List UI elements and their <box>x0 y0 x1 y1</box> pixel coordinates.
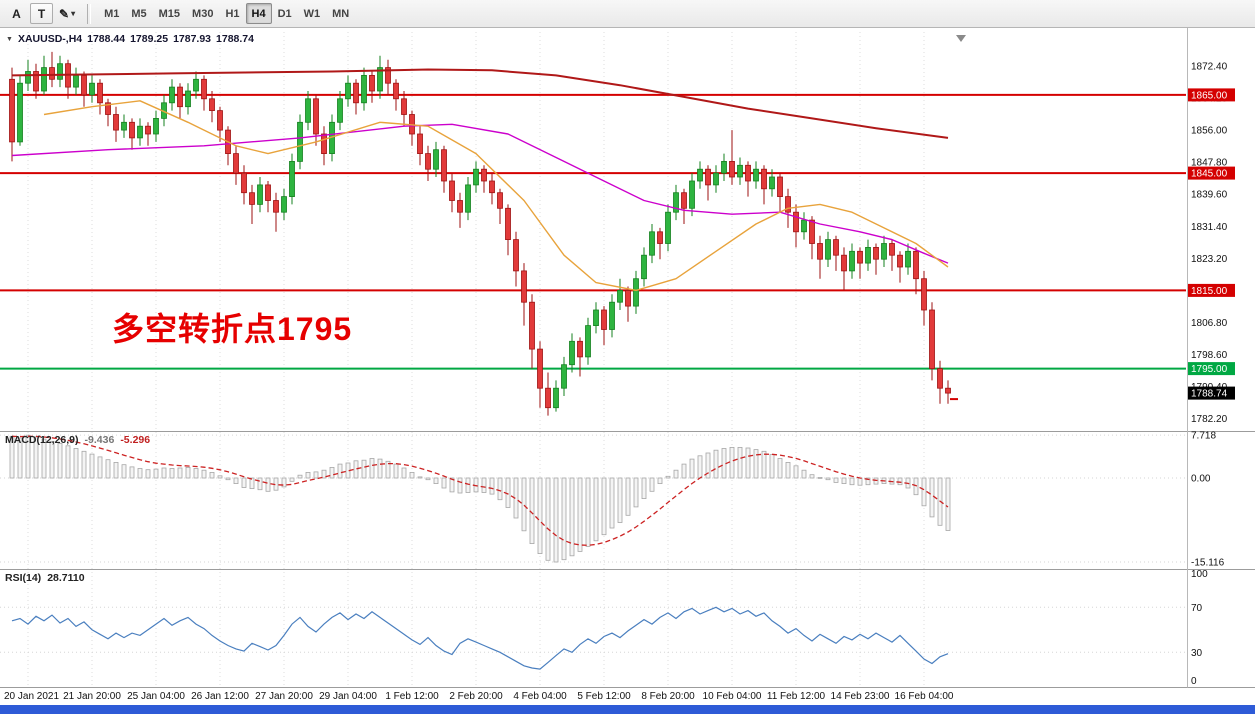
time-axis-label: 8 Feb 20:00 <box>641 691 695 702</box>
fast-ma-line <box>43 100 949 292</box>
chart-area[interactable]: 1872.401864.201856.001847.801839.601831.… <box>0 28 1255 705</box>
price-tick-label: 1823.20 <box>1191 254 1228 265</box>
price-axis: 1872.401864.201856.001847.801839.601831.… <box>1188 62 1235 687</box>
chart-ohlc-header: ▼ XAUUSD-,H4 1788.44 1789.25 1787.93 178… <box>6 33 254 45</box>
time-axis-label: 20 Jan 2021 <box>4 691 59 702</box>
chart-annotation: 多空转折点1795 <box>112 311 353 347</box>
rsi-pane-label: RSI(14) 28.7110 <box>5 572 85 584</box>
timeframe-button-m5[interactable]: M5 <box>125 3 152 24</box>
time-axis-label: 25 Jan 04:00 <box>127 691 185 702</box>
draw-tool-button[interactable]: ✎ ▾ <box>55 3 79 24</box>
rsi-value: 28.7110 <box>47 572 85 584</box>
timeframe-button-h4[interactable]: H4 <box>245 3 272 24</box>
time-axis-label: 14 Feb 23:00 <box>831 691 890 702</box>
price-level-badge <box>1188 166 1235 180</box>
price-level-badge-text: 1845.00 <box>1191 169 1228 180</box>
toolbar-separator <box>87 3 92 24</box>
ohlc-open: 1788.44 <box>87 33 126 45</box>
rsi-axis-label: 100 <box>1191 569 1208 580</box>
chart-shift-marker[interactable] <box>956 35 966 42</box>
time-axis-label: 10 Feb 04:00 <box>703 691 762 702</box>
symbol-dropdown-icon[interactable]: ▼ <box>6 35 13 43</box>
candlestick-series <box>9 51 951 416</box>
grid-lines <box>0 32 1186 687</box>
rsi-line <box>11 606 949 670</box>
medium-ma-line <box>11 123 949 264</box>
time-axis-label: 5 Feb 12:00 <box>577 691 631 702</box>
pointer-tool-button[interactable]: A <box>5 3 28 24</box>
timeframe-group: M1 M5 M15 M30 H1 H4 D1 W1 MN <box>98 3 355 24</box>
current-price-badge <box>1188 386 1235 400</box>
timeframe-button-m1[interactable]: M1 <box>98 3 125 24</box>
price-level-badge <box>1188 88 1235 102</box>
slow-ma-line <box>11 68 949 139</box>
price-level-badge-text: 1815.00 <box>1191 286 1228 297</box>
moving-average-lines <box>11 68 949 292</box>
text-tool-button[interactable]: T <box>30 3 53 24</box>
price-tick-label: 1831.40 <box>1191 222 1228 233</box>
time-axis-label: 2 Feb 20:00 <box>449 691 503 702</box>
macd-main-value: -9.436 <box>84 434 115 446</box>
rsi-axis-label: 30 <box>1191 648 1203 659</box>
price-tick-label: 1798.60 <box>1191 350 1228 361</box>
time-axis: 20 Jan 2021 21 Jan 20:00 25 Jan 04:00 26 Ja… <box>4 691 954 702</box>
macd-axis-label: -15.116 <box>1191 558 1225 569</box>
rsi-axis-label: 0 <box>1191 676 1197 687</box>
price-tick-label: 1872.40 <box>1191 62 1228 73</box>
macd-indicator <box>9 434 951 563</box>
time-axis-label: 26 Jan 12:00 <box>191 691 249 702</box>
time-axis-label: 27 Jan 20:00 <box>255 691 313 702</box>
time-axis-label: 11 Feb 12:00 <box>767 691 826 702</box>
time-axis-label: 29 Jan 04:00 <box>319 691 377 702</box>
macd-axis-label: 7.718 <box>1191 431 1216 442</box>
symbol-title: XAUUSD-,H4 <box>17 33 83 45</box>
price-level-badge-text: 1865.00 <box>1191 90 1228 101</box>
ohlc-high: 1789.25 <box>130 33 169 45</box>
taskbar-strip[interactable] <box>0 705 1255 714</box>
rsi-axis-label: 70 <box>1191 603 1203 614</box>
chevron-down-icon: ▾ <box>71 9 76 18</box>
timeframe-button-mn[interactable]: MN <box>326 3 355 24</box>
toolbar: A T ✎ ▾ M1 M5 M15 M30 H1 H4 D1 W1 MN <box>0 0 1255 28</box>
price-tick-label: 1847.80 <box>1191 158 1228 169</box>
rsi-name: RSI(14) <box>5 572 42 584</box>
current-price-badge-text: 1788.74 <box>1191 389 1228 400</box>
horizontal-level-lines <box>0 93 1186 370</box>
timeframe-button-m30[interactable]: M30 <box>186 3 219 24</box>
price-tick-label: 1806.80 <box>1191 318 1228 329</box>
time-axis-label: 16 Feb 04:00 <box>895 691 954 702</box>
price-level-badge-text: 1795.00 <box>1191 364 1228 375</box>
price-tick-label: 1856.00 <box>1191 126 1228 137</box>
ohlc-close: 1788.74 <box>216 33 254 45</box>
price-level-badge <box>1188 362 1235 376</box>
price-tick-label: 1782.20 <box>1191 414 1228 425</box>
macd-signal-line <box>11 435 949 546</box>
price-level-badge <box>1188 283 1235 297</box>
macd-axis-label: 0.00 <box>1191 474 1211 485</box>
timeframe-button-d1[interactable]: D1 <box>272 3 298 24</box>
timeframe-button-h1[interactable]: H1 <box>219 3 245 24</box>
time-axis-label: 1 Feb 12:00 <box>385 691 439 702</box>
macd-pane-label: MACD(12,26,9) -9.436 -5.296 <box>5 434 150 446</box>
ohlc-low: 1787.93 <box>173 33 212 45</box>
price-tick-label: 1839.60 <box>1191 190 1228 201</box>
macd-signal-value: -5.296 <box>120 434 151 446</box>
timeframe-button-w1[interactable]: W1 <box>298 3 327 24</box>
macd-name: MACD(12,26,9) <box>5 434 79 446</box>
time-axis-label: 4 Feb 04:00 <box>513 691 567 702</box>
pencil-icon: ✎ <box>59 6 70 21</box>
timeframe-button-m15[interactable]: M15 <box>153 3 186 24</box>
time-axis-label: 21 Jan 20:00 <box>63 691 121 702</box>
